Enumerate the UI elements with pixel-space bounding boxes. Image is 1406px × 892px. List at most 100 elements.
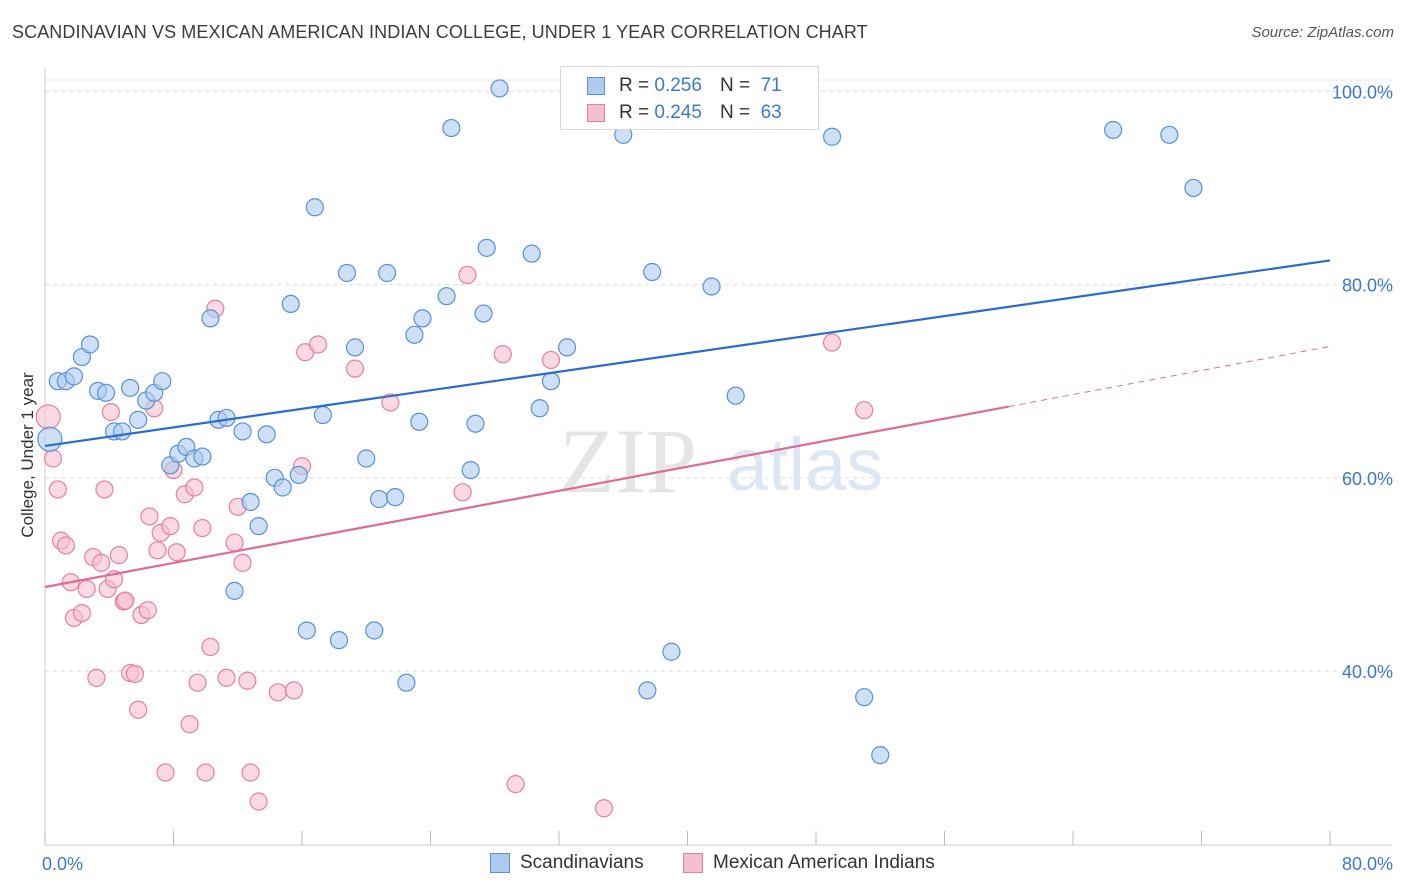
point-scandinavians [405, 325, 424, 344]
point-scandinavians [1184, 178, 1203, 198]
legend-r-value: 0.245 [654, 102, 702, 123]
point-mexican-american-indian [345, 359, 365, 378]
point-mexican-american-indian [193, 518, 212, 538]
point-scandinavians [410, 412, 429, 431]
point-scandinavians [64, 367, 84, 386]
x-tick-label: 0.0% [42, 854, 83, 874]
point-mexican-american-indian [140, 507, 159, 526]
point-scandinavians [337, 263, 357, 283]
legend-swatch-pink [587, 104, 605, 122]
point-mexican-american-indian [56, 536, 75, 555]
point-scandinavians [273, 478, 292, 497]
point-scandinavians [413, 309, 432, 328]
point-scandinavians [557, 338, 577, 357]
legend-n-label: N = [719, 102, 751, 123]
point-mexican-american-indian [241, 763, 260, 782]
point-scandinavians [1104, 120, 1123, 140]
point-scandinavians [96, 383, 116, 402]
point-scandinavians [1160, 125, 1179, 144]
point-scandinavians [233, 422, 252, 441]
bottom-legend-mexican-american-indians: Mexican American Indians [683, 852, 935, 874]
point-scandinavians [378, 263, 397, 283]
series-scandinavians-points [37, 79, 1203, 765]
point-mexican-american-indian [156, 763, 175, 782]
legend-n-value: 63 [760, 102, 782, 123]
watermark-atlas: atlas [727, 423, 883, 506]
point-mexican-american-indian [109, 546, 128, 565]
trend-line-scandinavians [44, 259, 1331, 448]
point-scandinavians [726, 386, 745, 405]
point-mexican-american-indian [116, 591, 135, 610]
point-scandinavians [37, 426, 63, 452]
point-mexican-american-indian [129, 700, 148, 719]
point-mexican-american-indian [188, 673, 207, 692]
point-scandinavians [193, 447, 212, 466]
point-mexican-american-indian [541, 350, 561, 370]
point-scandinavians [201, 309, 220, 328]
trend-line-extension-mexican-american-indian [1008, 345, 1331, 408]
point-scandinavians [121, 378, 140, 398]
point-scandinavians [442, 118, 461, 138]
point-mexican-american-indian [381, 393, 400, 412]
point-mexican-american-indian [125, 664, 145, 684]
point-mexican-american-indian [95, 480, 114, 499]
point-mexican-american-indian [458, 265, 477, 285]
point-mexican-american-indian [201, 637, 220, 657]
point-mexican-american-indian [308, 335, 328, 354]
point-scandinavians [80, 335, 100, 354]
point-mexican-american-indian [43, 449, 63, 468]
legend-n-value: 71 [760, 75, 782, 96]
point-mexican-american-indian [167, 543, 186, 562]
y-tick-label: 60.0% [1342, 469, 1393, 489]
point-scandinavians [638, 681, 657, 700]
point-scandinavians [357, 449, 376, 468]
point-scandinavians [466, 414, 485, 433]
point-scandinavians [153, 372, 172, 391]
point-mexican-american-indian [217, 668, 236, 687]
legend-r-label: R = [619, 75, 650, 96]
trend-line-mexican-american-indian [44, 405, 1009, 589]
y-tick-label: 100.0% [1332, 82, 1393, 102]
point-mexican-american-indian [249, 792, 268, 811]
point-scandinavians [386, 488, 405, 507]
point-scandinavians [129, 410, 148, 429]
point-scandinavians [855, 688, 874, 707]
watermark: ZIP atlas [559, 410, 883, 512]
legend-row-scandinavians: R = 0.256 N = 71 [587, 73, 782, 99]
point-scandinavians [257, 425, 276, 444]
point-mexican-american-indian [822, 333, 842, 352]
trend-lines [44, 259, 1331, 589]
point-scandinavians [329, 631, 349, 650]
point-scandinavians [289, 465, 308, 485]
point-mexican-american-indian [72, 603, 92, 623]
point-scandinavians [249, 517, 268, 536]
legend-swatch-blue [587, 77, 605, 95]
y-tick-label: 40.0% [1342, 662, 1393, 682]
point-scandinavians [370, 489, 389, 509]
point-mexican-american-indian [453, 483, 472, 502]
point-scandinavians [662, 642, 681, 661]
correlation-legend: R = 0.256 N = 71 R = 0.245 N = 63 [560, 66, 819, 130]
point-mexican-american-indian [196, 763, 215, 782]
point-mexican-american-indian [101, 403, 120, 422]
point-mexican-american-indian [87, 668, 106, 687]
point-scandinavians [225, 581, 244, 600]
bottom-legend-scandinavians: Scandinavians [490, 852, 644, 874]
bottom-legend-label: Scandinavians [520, 852, 644, 873]
series-mexican-american-indians-points [35, 265, 874, 818]
y-axis-label: College, Under 1 year [18, 372, 37, 538]
point-scandinavians [313, 405, 332, 425]
y-tick-label: 80.0% [1342, 276, 1393, 296]
point-scandinavians [241, 492, 260, 512]
point-mexican-american-indian [148, 541, 167, 560]
point-mexican-american-indian [284, 681, 304, 700]
point-scandinavians [477, 238, 496, 257]
point-mexican-american-indian [594, 799, 614, 818]
point-mexican-american-indian [180, 715, 199, 734]
point-mexican-american-indian [238, 671, 257, 690]
point-scandinavians [474, 304, 493, 323]
x-tick-label: 80.0% [1342, 854, 1393, 874]
legend-n-label: N = [719, 75, 751, 96]
legend-row-mexican-american-indians: R = 0.245 N = 63 [587, 100, 782, 126]
